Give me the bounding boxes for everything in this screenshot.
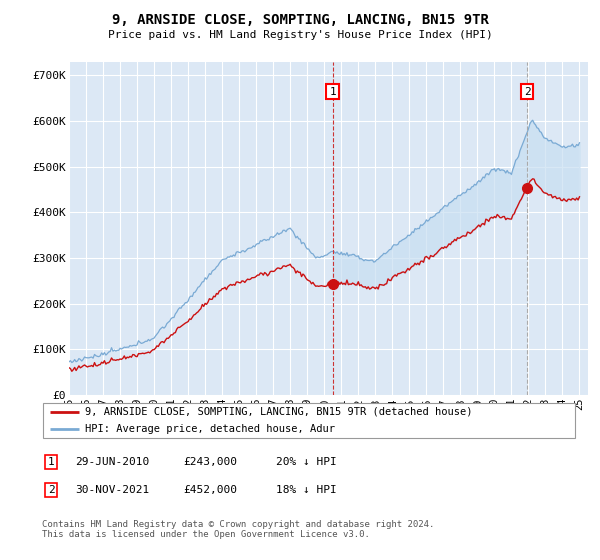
Text: 1: 1 xyxy=(329,87,336,96)
Text: Contains HM Land Registry data © Crown copyright and database right 2024.
This d: Contains HM Land Registry data © Crown c… xyxy=(42,520,434,539)
Text: Price paid vs. HM Land Registry's House Price Index (HPI): Price paid vs. HM Land Registry's House … xyxy=(107,30,493,40)
Text: 20% ↓ HPI: 20% ↓ HPI xyxy=(276,457,337,467)
Text: 29-JUN-2010: 29-JUN-2010 xyxy=(75,457,149,467)
Text: 9, ARNSIDE CLOSE, SOMPTING, LANCING, BN15 9TR: 9, ARNSIDE CLOSE, SOMPTING, LANCING, BN1… xyxy=(112,13,488,27)
Text: 30-NOV-2021: 30-NOV-2021 xyxy=(75,485,149,495)
Text: HPI: Average price, detached house, Adur: HPI: Average price, detached house, Adur xyxy=(85,424,335,435)
Text: 2: 2 xyxy=(524,87,530,96)
Text: £452,000: £452,000 xyxy=(183,485,237,495)
Text: 2: 2 xyxy=(47,485,55,495)
Text: 18% ↓ HPI: 18% ↓ HPI xyxy=(276,485,337,495)
Text: £243,000: £243,000 xyxy=(183,457,237,467)
Text: 1: 1 xyxy=(47,457,55,467)
Text: 9, ARNSIDE CLOSE, SOMPTING, LANCING, BN15 9TR (detached house): 9, ARNSIDE CLOSE, SOMPTING, LANCING, BN1… xyxy=(85,407,472,417)
FancyBboxPatch shape xyxy=(43,403,575,438)
